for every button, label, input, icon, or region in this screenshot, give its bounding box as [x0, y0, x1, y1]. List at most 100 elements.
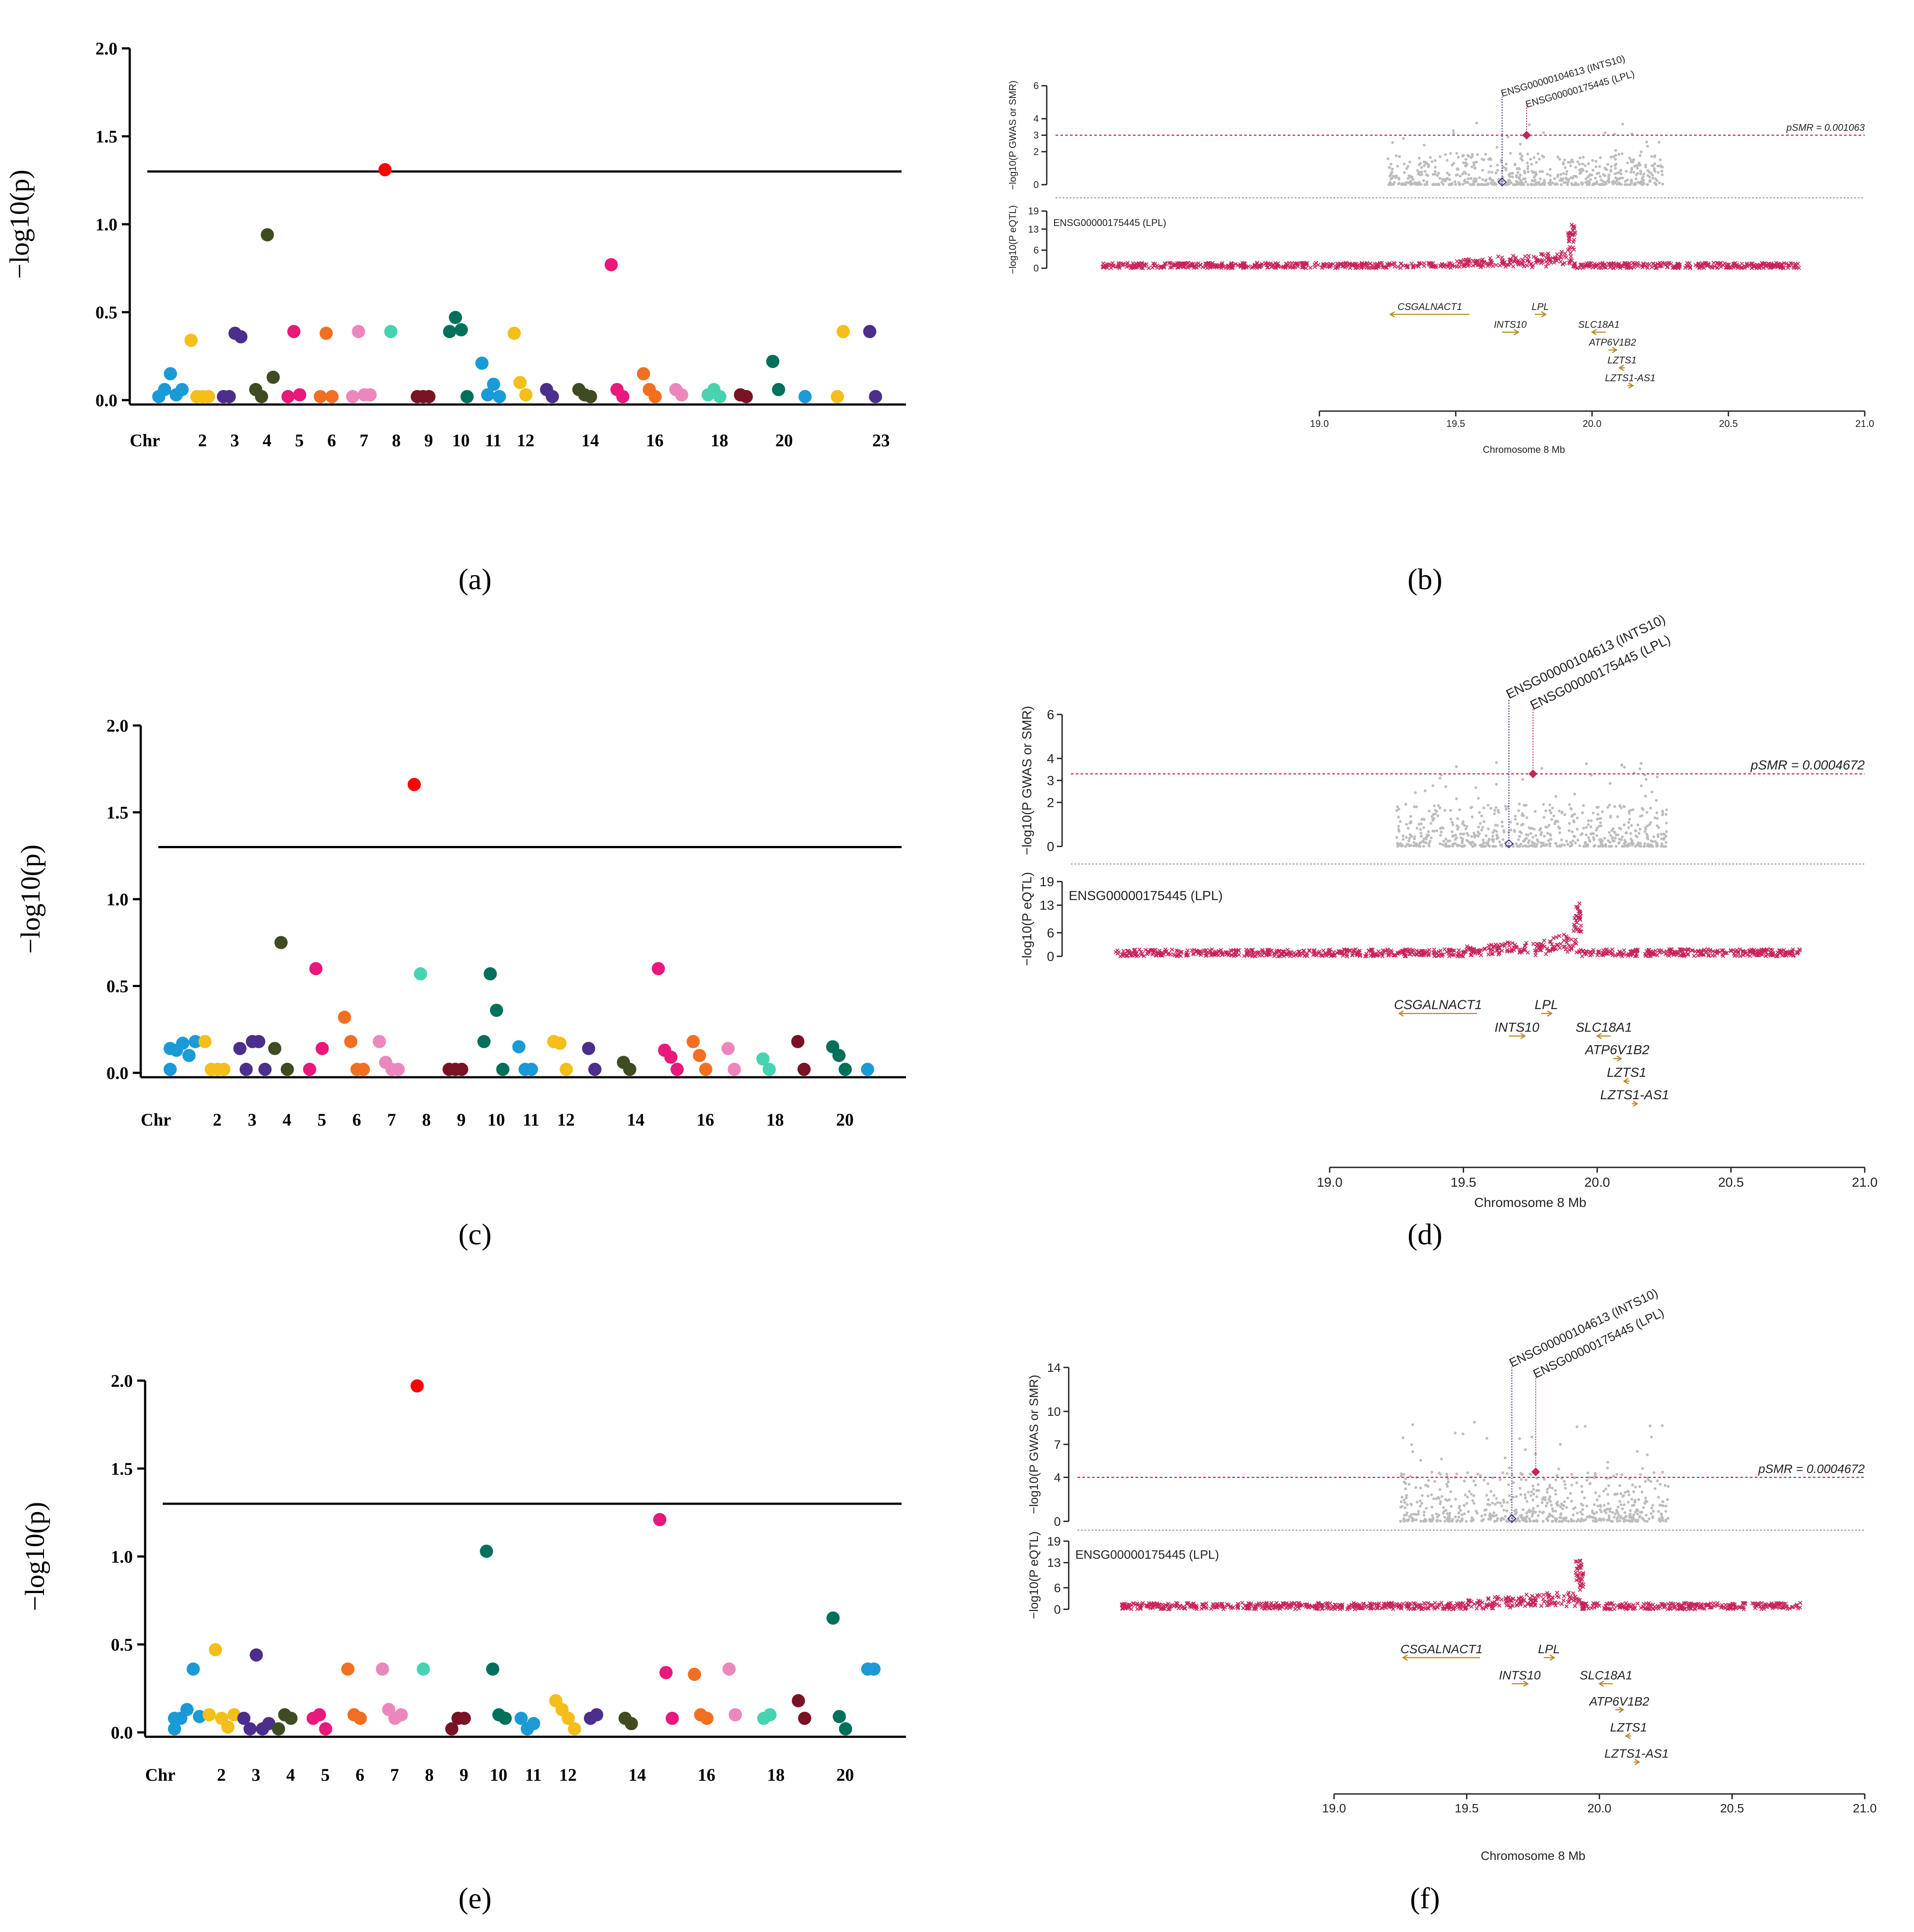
gwas-point: [1430, 836, 1433, 839]
data-point: [252, 1035, 266, 1048]
gwas-point: [1529, 1494, 1533, 1497]
gwas-point: [1452, 131, 1455, 135]
gwas-y-tick-label: 4: [1054, 1471, 1061, 1484]
gwas-point: [1614, 845, 1618, 848]
gwas-point: [1540, 767, 1543, 770]
gwas-point: [1606, 1466, 1609, 1469]
gwas-point: [1531, 835, 1534, 839]
gwas-point: [1619, 1503, 1623, 1506]
eqtl-y-tick-label: 0: [1054, 1603, 1061, 1616]
chr-tick-label: 23: [872, 430, 890, 450]
gwas-point: [1606, 163, 1609, 166]
gwas-point: [1630, 844, 1634, 847]
data-point: [357, 1063, 370, 1076]
gwas-point: [1638, 767, 1642, 770]
gwas-point: [1566, 183, 1569, 186]
gwas-point: [1533, 171, 1536, 174]
gwas-point: [1527, 1491, 1530, 1494]
eqtl-point: [1683, 266, 1688, 270]
gwas-point: [1518, 1437, 1521, 1440]
gwas-point: [1531, 1498, 1534, 1502]
gwas-point: [1558, 1520, 1561, 1523]
gwas-point: [1513, 829, 1516, 832]
gwas-point: [1625, 183, 1629, 186]
significant-point: [410, 1379, 424, 1392]
probe-marker-ints10: [1497, 177, 1507, 187]
gwas-point: [1658, 181, 1661, 185]
gwas-point: [1465, 164, 1468, 168]
gwas-point: [1582, 804, 1585, 807]
gwas-point: [1409, 820, 1413, 823]
gwas-point: [1443, 1516, 1446, 1519]
gwas-point: [1621, 152, 1624, 155]
gwas-point: [1587, 162, 1590, 165]
gwas-point: [1542, 803, 1545, 806]
gwas-point: [1627, 826, 1630, 829]
gwas-point: [1516, 822, 1519, 825]
gwas-point: [1554, 182, 1557, 186]
gwas-point: [1635, 1518, 1638, 1522]
gwas-point: [1567, 829, 1571, 832]
gwas-point: [1528, 1509, 1531, 1512]
y-axis-label: −log10(p): [20, 1502, 50, 1611]
gwas-point: [1554, 1489, 1557, 1492]
gwas-point: [1498, 840, 1501, 843]
gwas-point: [1449, 809, 1452, 812]
gwas-point: [1495, 833, 1499, 837]
data-point: [553, 1036, 567, 1050]
eqtl-y-tick-label: 13: [1040, 898, 1054, 913]
gwas-point: [1580, 1517, 1583, 1520]
gwas-point: [1493, 829, 1496, 832]
gwas-point: [1455, 797, 1458, 800]
gwas-point: [1495, 783, 1498, 786]
gwas-point: [1402, 1518, 1405, 1521]
gwas-point: [1491, 179, 1494, 182]
gwas-point: [1448, 839, 1451, 842]
gwas-point: [1571, 183, 1574, 186]
gwas-point: [1563, 813, 1567, 817]
gwas-point: [1512, 183, 1516, 186]
gwas-y-tick-label: 3: [1047, 774, 1054, 788]
gwas-point: [1576, 1511, 1579, 1515]
gwas-point: [1574, 841, 1577, 845]
gwas-point: [1406, 1503, 1409, 1506]
gwas-point: [1650, 1506, 1653, 1509]
chr-tick-label: 4: [283, 1110, 292, 1130]
eqtl-point: [1455, 264, 1459, 269]
eqtl-point: [1494, 262, 1498, 267]
gwas-point: [1596, 813, 1600, 816]
chr-tick-label: 6: [355, 1765, 364, 1785]
gwas-point: [1455, 1472, 1458, 1476]
gwas-point: [1597, 845, 1600, 848]
gwas-point: [1410, 1516, 1414, 1520]
gwas-point: [1407, 1483, 1411, 1486]
gwas-point: [1643, 842, 1647, 845]
gwas-point: [1618, 838, 1621, 841]
data-point: [376, 1662, 389, 1676]
gwas-point: [1653, 155, 1656, 158]
gwas-point: [1634, 829, 1637, 832]
eqtl-point: [1298, 261, 1303, 266]
data-point: [163, 1042, 177, 1055]
data-point: [496, 1063, 510, 1076]
gwas-point: [1502, 1509, 1505, 1512]
gwas-point: [1399, 1520, 1403, 1523]
gwas-point: [1455, 1520, 1458, 1523]
gwas-point: [1440, 1458, 1443, 1461]
gwas-point: [1525, 833, 1528, 836]
gwas-point: [1483, 1509, 1487, 1512]
gwas-point: [1395, 836, 1399, 839]
eqtl-point: [1163, 262, 1168, 266]
gwas-point: [1563, 1480, 1566, 1483]
gwas-point: [1570, 1499, 1573, 1503]
gene-label: CSGALNACT1: [1398, 301, 1462, 312]
eqtl-points: [1100, 222, 1801, 270]
gwas-point: [1432, 784, 1435, 787]
chr-tick-label: 2: [213, 1110, 222, 1130]
gwas-point: [1550, 1504, 1553, 1507]
chr-tick-label: 18: [711, 430, 728, 450]
gwas-point: [1646, 1520, 1649, 1523]
gwas-point: [1581, 1513, 1584, 1516]
gwas-point: [1618, 1484, 1622, 1487]
